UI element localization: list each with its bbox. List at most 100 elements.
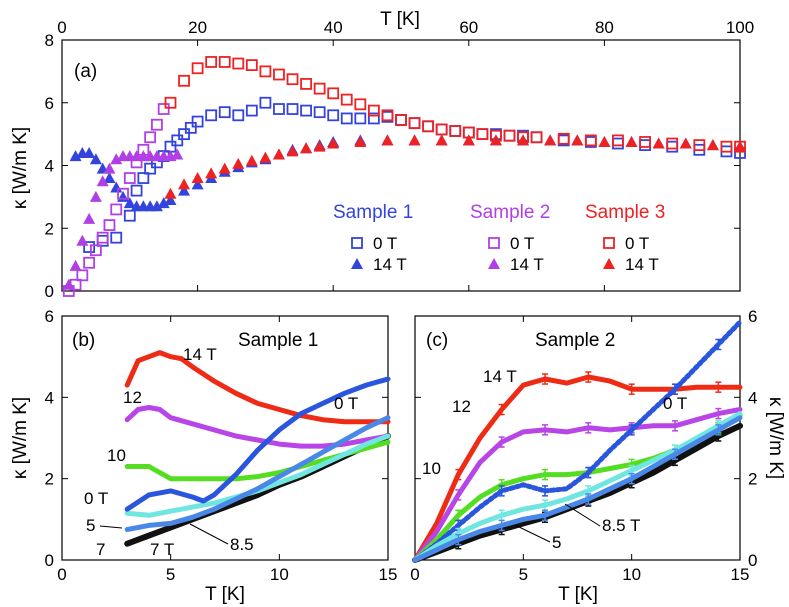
data-point-square [639,136,651,148]
data-point-square [422,120,435,133]
c-xtick-label: 10 [622,565,641,584]
curve-label-5-t: 5 [86,516,95,535]
data-point-square [503,129,516,142]
legend-marker-square [603,237,615,249]
data-point-square [144,162,157,175]
a-xtick-label: 0 [57,18,66,37]
data-point-square [286,103,299,115]
curve-label-14-t: 14 T [483,367,517,386]
data-point-square [232,109,245,122]
data-point-triangle [571,134,584,146]
panel-a-top-axis-label: T [K] [380,9,420,30]
c-ytick-label: 6 [748,307,757,326]
data-point-triangle [171,148,184,160]
data-point-square [218,56,231,68]
legend-label: 14 T [510,255,544,274]
data-point-square [367,104,380,117]
data-point-square [232,57,245,70]
data-point-triangle [517,134,530,146]
data-point-triangle [435,134,448,146]
data-point-square [205,56,218,68]
c-xtick-label: 0 [410,565,419,584]
panel-b-marks [124,350,391,547]
data-point-square [693,139,706,152]
data-point-square [408,117,421,130]
b-ytick-label: 6 [45,307,54,326]
data-point-square [205,109,218,122]
data-point-square [340,93,353,106]
data-point-triangle [652,137,665,149]
data-point-triangle [327,137,340,149]
data-point-triangle [625,135,638,147]
data-point-triangle [178,184,191,196]
panel-a-legend: Sample 1 0 T 14 T Sample 2 0 T 14 T Sample 3 0 … [333,202,665,274]
legend-title-sample-2: Sample 2 [470,202,550,223]
data-point-square [395,114,407,126]
legend-marker-square [351,237,363,249]
data-point-square [422,120,435,133]
data-point-square [123,209,136,222]
data-point-square [503,129,516,142]
curve-label-8-5-t: 8.5 [230,535,254,554]
data-point-triangle [544,134,557,146]
data-point-square [354,98,367,111]
data-point-triangle [164,187,177,199]
data-point-square [110,231,123,244]
panel-b: T [K] κ [W/m K] (b) Sample 1 0 5 10 150246 … [10,307,397,605]
data-point-triangle [734,140,746,152]
data-point-triangle [259,151,272,163]
panel-a: T [K] κ [W/m K] (a) 0 20 40 60 80 100 0 2 4 6 8 Sa… [10,9,754,301]
data-point-square [381,109,394,122]
data-point-square [83,256,96,269]
curve-label-0-t: 0 T [334,394,358,413]
panel-b-xlabel: T [K] [205,584,245,605]
data-point-square [327,109,340,122]
curve-14-t [124,350,391,425]
data-point-triangle [598,135,611,147]
curve-label-0-t: 0 T [663,394,687,413]
data-point-square [191,115,204,128]
data-point-triangle [150,200,163,212]
data-point-square [245,104,258,117]
data-point-square [218,106,231,119]
label-leader-line [514,524,551,543]
a-ytick-label: 0 [45,282,54,301]
curve-label-10-t: 10 [107,446,126,465]
curve-5-t [412,415,743,563]
label-leader-line [564,503,601,527]
legend-label: 0 T [373,234,397,253]
b-xtick-label: 15 [379,565,398,584]
data-point-triangle [123,197,136,209]
panel-c-curve-labels: 14 T 12 10 0 T 8.5 T 5 [422,367,687,552]
data-point-square [449,125,462,137]
curve-0-t [412,319,743,563]
data-point-triangle [89,153,102,165]
panel-a-frame [61,39,741,292]
panel-b-curve-labels: 14 T 12 10 0 T 0 T 5 8.5 7 T 7 [84,345,358,559]
data-point-square [530,131,543,144]
data-point-square [110,203,123,216]
data-point-square [123,172,136,184]
curve-label-5-t: 5 [552,533,561,552]
data-point-square [245,59,258,71]
a-xtick-label: 40 [324,18,343,37]
legend-title-sample-3: Sample 3 [585,202,665,223]
data-point-triangle [164,194,177,206]
data-point-square [354,112,367,125]
data-point-triangle [178,178,191,190]
data-point-square [137,172,150,184]
data-point-triangle [381,134,394,146]
panel-c-ylabel: κ [W/m K] [765,397,786,479]
data-point-square [144,131,157,144]
data-point-square [300,78,312,90]
data-point-square [90,244,102,257]
data-point-square [639,139,651,152]
b-xtick-label: 5 [166,565,175,584]
data-point-square [612,137,624,150]
c-ytick-label: 0 [748,551,757,570]
data-point-square [83,241,96,253]
data-point-square [184,121,197,134]
data-point-square [117,187,129,200]
b-ytick-label: 2 [45,470,54,489]
